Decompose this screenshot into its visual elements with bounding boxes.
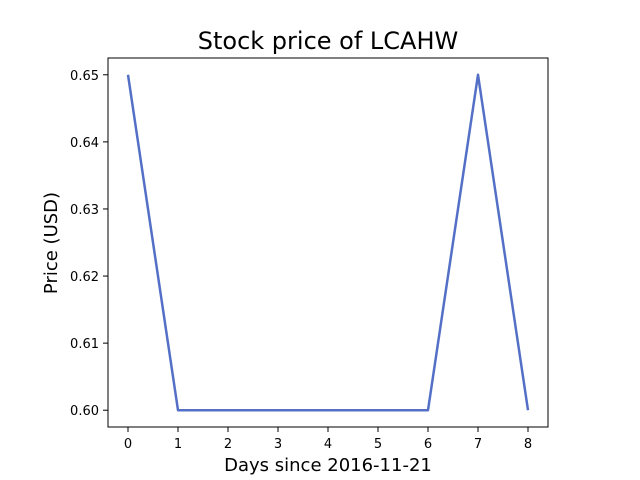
y-tick-label: 0.64	[70, 136, 99, 151]
plot-area-frame	[107, 57, 549, 428]
y-tick-label: 0.60	[70, 404, 99, 419]
x-tick-label: 8	[524, 437, 532, 452]
x-tick-label: 0	[124, 437, 132, 452]
y-tick-label: 0.61	[70, 337, 99, 352]
x-tick-label: 6	[424, 437, 432, 452]
y-axis-label: Price (USD)	[41, 192, 62, 294]
y-tick-label: 0.65	[70, 69, 99, 84]
series-layer	[126, 73, 530, 412]
x-axis-label: Days since 2016-11-21	[224, 455, 432, 476]
chart-title: Stock price of LCAHW	[198, 27, 459, 55]
y-tick-label: 0.62	[70, 270, 99, 285]
series-line-0	[126, 73, 530, 412]
x-tick-label: 4	[324, 437, 332, 452]
x-axis: 0 1 2 3 4 5 6 7 8	[124, 427, 532, 452]
y-tick-label: 0.63	[70, 203, 99, 218]
y-axis: 0.60 0.61 0.62 0.63 0.64 0.65	[70, 69, 108, 419]
x-tick-label: 1	[174, 437, 182, 452]
x-tick-label: 5	[374, 437, 382, 452]
x-tick-label: 3	[274, 437, 282, 452]
x-tick-label: 2	[224, 437, 232, 452]
x-tick-label: 7	[474, 437, 482, 452]
